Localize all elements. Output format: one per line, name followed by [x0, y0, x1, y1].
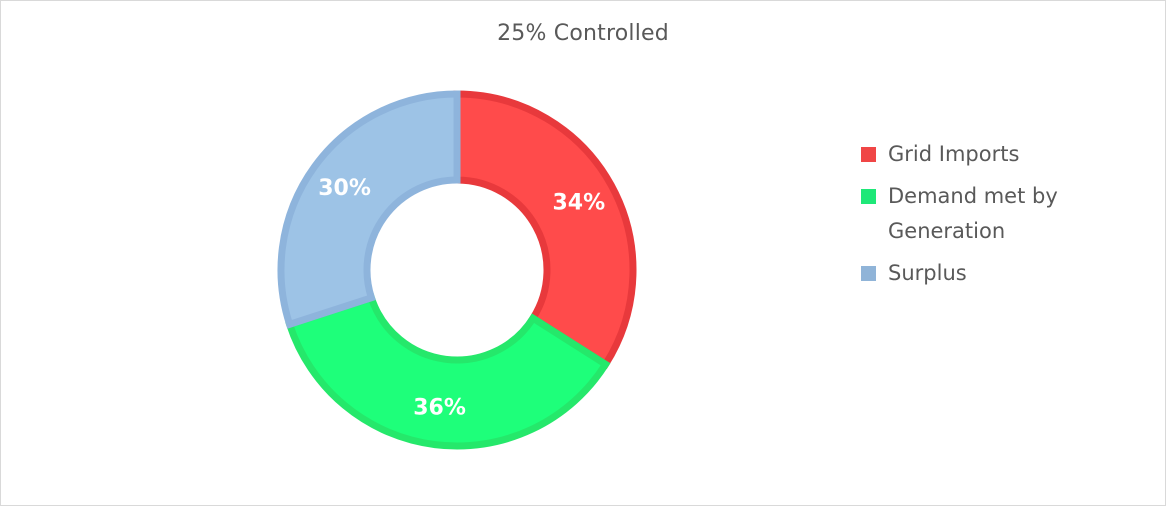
legend-label-demand-met: Demand met by Generation: [888, 184, 1058, 243]
donut-slice-grid-imports: [453, 90, 637, 370]
legend-swatch-demand-met: [861, 189, 876, 204]
legend-label-surplus: Surplus: [888, 261, 967, 285]
legend-item-grid-imports: Grid Imports: [861, 137, 1121, 172]
data-label-surplus: 30%: [318, 176, 371, 201]
legend-item-surplus: Surplus: [861, 256, 1121, 291]
chart-title: 25% Controlled: [497, 21, 669, 46]
legend-swatch-surplus: [861, 266, 876, 281]
legend-swatch-grid-imports: [861, 147, 876, 162]
donut-slice-demand-met: [285, 293, 611, 450]
donut-slice-surplus: [277, 90, 461, 329]
data-label-demand-met: 36%: [413, 395, 466, 420]
legend: Grid Imports Demand met by Generation Su…: [861, 137, 1121, 298]
legend-label-grid-imports: Grid Imports: [888, 142, 1020, 166]
data-label-grid-imports: 34%: [552, 191, 605, 216]
legend-item-demand-met: Demand met by Generation: [861, 179, 1121, 249]
